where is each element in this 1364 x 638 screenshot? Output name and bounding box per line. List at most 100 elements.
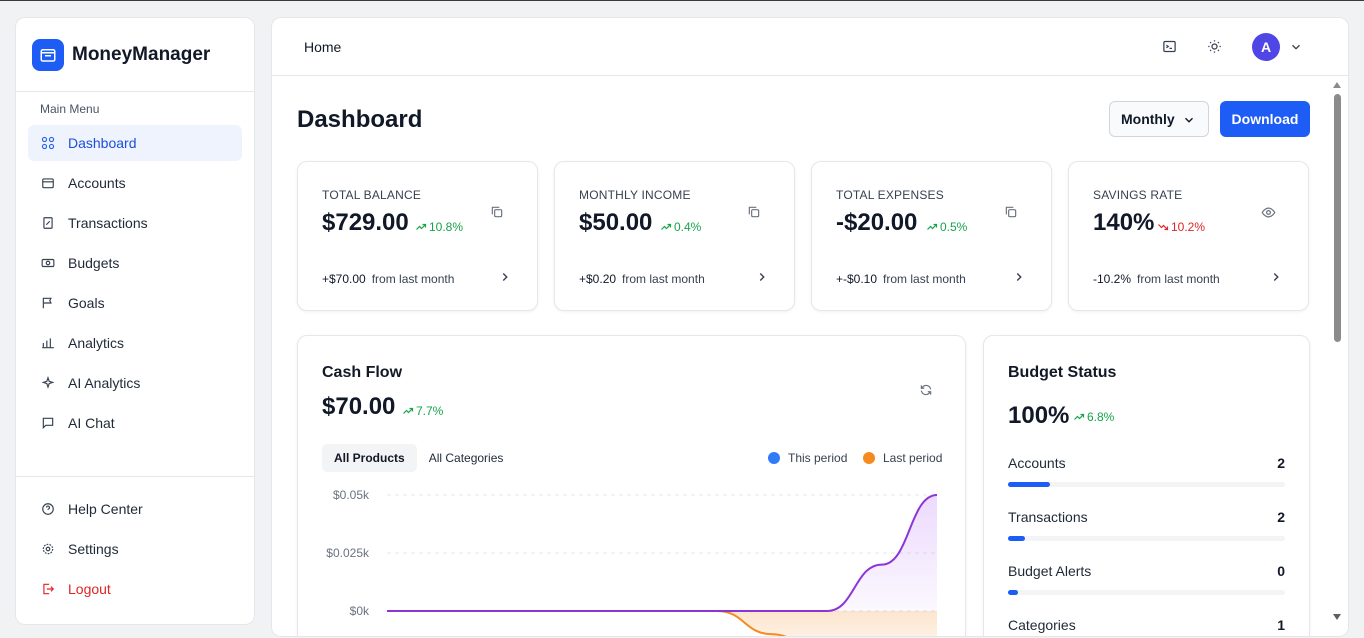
trending-up-icon bbox=[415, 221, 427, 233]
terminal-icon[interactable] bbox=[1162, 39, 1178, 55]
sidebar-item-accounts[interactable]: Accounts bbox=[28, 165, 242, 201]
cash-flow-card: Cash Flow $70.00 7.7% All Products All C… bbox=[297, 335, 966, 636]
eye-icon[interactable] bbox=[1261, 205, 1276, 219]
stat-foot: +$0.20 from last month bbox=[579, 272, 705, 286]
sidebar-item-label: Accounts bbox=[68, 175, 126, 191]
stat-change-value: 10.2% bbox=[1171, 220, 1206, 234]
budget-row-label: Transactions bbox=[1008, 509, 1088, 525]
sun-icon[interactable] bbox=[1207, 39, 1223, 55]
sidebar-item-budgets[interactable]: Budgets bbox=[28, 245, 242, 281]
stat-label: SAVINGS RATE bbox=[1093, 188, 1183, 202]
stat-value: -$20.00 bbox=[836, 209, 918, 236]
budget-row-count: 2 bbox=[1277, 455, 1285, 471]
budget-status-card: Budget Status 100% 6.8% Accounts 2 Trans… bbox=[983, 335, 1310, 636]
main-menu: Dashboard Accounts Transactions Budgets … bbox=[16, 125, 254, 441]
logout-icon bbox=[40, 581, 56, 597]
cash-flow-title: Cash Flow bbox=[322, 364, 403, 381]
period-select-value: Monthly bbox=[1121, 111, 1175, 127]
sidebar-item-goals[interactable]: Goals bbox=[28, 285, 242, 321]
stat-change: 0.4% bbox=[660, 220, 701, 234]
trending-up-icon bbox=[402, 405, 414, 417]
this-period-line[interactable] bbox=[387, 494, 938, 612]
stat-change-value: 10.8% bbox=[429, 220, 464, 234]
budget-change-value: 6.8% bbox=[1087, 410, 1115, 424]
tab-all-products[interactable]: All Products bbox=[322, 444, 417, 472]
chevron-right-icon[interactable] bbox=[1012, 270, 1026, 284]
sidebar-item-ai-chat[interactable]: AI Chat bbox=[28, 405, 242, 441]
budget-status-title: Budget Status bbox=[1008, 364, 1117, 381]
chevron-right-icon[interactable] bbox=[755, 270, 769, 284]
stat-foot-text: from last month bbox=[883, 272, 966, 286]
tab-all-categories[interactable]: All Categories bbox=[428, 451, 504, 465]
sidebar-item-label: AI Analytics bbox=[68, 375, 141, 391]
stat-foot: +$70.00 from last month bbox=[322, 272, 454, 286]
sidebar-item-label: Transactions bbox=[68, 215, 148, 231]
chevron-right-icon[interactable] bbox=[498, 270, 512, 284]
sidebar: MoneyManager Main Menu Dashboard Account… bbox=[15, 17, 255, 625]
copy-icon[interactable] bbox=[747, 205, 761, 219]
scrollbar-thumb[interactable] bbox=[1334, 94, 1341, 342]
trending-up-icon bbox=[660, 221, 672, 233]
avatar[interactable]: A bbox=[1252, 33, 1280, 61]
grid-icon bbox=[40, 135, 56, 151]
stat-change: 0.5% bbox=[926, 220, 967, 234]
legend-label: This period bbox=[788, 451, 848, 465]
scroll-down-arrow-icon[interactable] bbox=[1333, 614, 1341, 620]
period-select[interactable]: Monthly bbox=[1109, 101, 1209, 137]
legend-label: Last period bbox=[883, 451, 943, 465]
stat-card-savings-rate: SAVINGS RATE 140% 10.2% -10.2% from last … bbox=[1068, 161, 1309, 311]
stat-label: TOTAL EXPENSES bbox=[836, 188, 944, 202]
y-tick-label: $0.05k bbox=[333, 488, 370, 502]
sidebar-item-label: Goals bbox=[68, 295, 105, 311]
budget-row-categories: Categories 1 bbox=[1008, 617, 1285, 633]
last-period-area bbox=[387, 611, 937, 636]
progress-track bbox=[1008, 536, 1285, 541]
copy-icon[interactable] bbox=[1004, 205, 1018, 219]
sidebar-item-label: Dashboard bbox=[68, 135, 137, 151]
help-circle-icon bbox=[40, 501, 56, 517]
sidebar-item-dashboard[interactable]: Dashboard bbox=[28, 125, 242, 161]
banknote-icon bbox=[40, 255, 56, 271]
sidebar-item-label: Budgets bbox=[68, 255, 120, 271]
page-title: Dashboard bbox=[297, 106, 423, 133]
stat-value: $50.00 bbox=[579, 209, 653, 236]
chevron-right-icon[interactable] bbox=[1269, 270, 1283, 284]
sidebar-item-transactions[interactable]: Transactions bbox=[28, 205, 242, 241]
budget-row-label: Accounts bbox=[1008, 455, 1066, 471]
stat-change-value: 0.4% bbox=[674, 220, 702, 234]
brand-name: MoneyManager bbox=[72, 43, 211, 65]
stat-change: 10.8% bbox=[415, 220, 463, 234]
budget-row-count: 1 bbox=[1277, 617, 1285, 633]
sidebar-item-label: Analytics bbox=[68, 335, 125, 351]
stat-foot: +-$0.10 from last month bbox=[836, 272, 966, 286]
progress-fill bbox=[1008, 590, 1018, 595]
copy-icon[interactable] bbox=[490, 205, 504, 219]
sidebar-item-help-center[interactable]: Help Center bbox=[28, 491, 242, 527]
stat-card-total-expenses: TOTAL EXPENSES -$20.00 0.5% +-$0.10 from … bbox=[811, 161, 1052, 311]
main-panel: Home A Dashboard Monthly Download TOTAL … bbox=[271, 17, 1349, 637]
scrollbar[interactable] bbox=[1330, 78, 1344, 636]
sidebar-item-analytics[interactable]: Analytics bbox=[28, 325, 242, 361]
sidebar-item-ai-analytics[interactable]: AI Analytics bbox=[28, 365, 242, 401]
sidebar-item-settings[interactable]: Settings bbox=[28, 531, 242, 567]
stat-label: MONTHLY INCOME bbox=[579, 188, 691, 202]
stat-label: TOTAL BALANCE bbox=[322, 188, 422, 202]
brand[interactable]: MoneyManager bbox=[16, 18, 254, 92]
trending-down-icon bbox=[1157, 221, 1169, 233]
trending-up-icon bbox=[1073, 411, 1085, 423]
chevron-down-icon[interactable] bbox=[1289, 40, 1303, 54]
sidebar-item-logout[interactable]: Logout bbox=[28, 571, 242, 607]
refresh-icon[interactable] bbox=[919, 383, 933, 397]
cash-flow-change: 7.7% bbox=[402, 404, 443, 418]
breadcrumb[interactable]: Home bbox=[304, 39, 342, 55]
budget-row-count: 0 bbox=[1277, 563, 1285, 579]
stat-card-total-balance: TOTAL BALANCE $729.00 10.8% +$70.00 from … bbox=[297, 161, 538, 311]
download-button[interactable]: Download bbox=[1220, 101, 1310, 137]
stat-change: 10.2% bbox=[1157, 220, 1205, 234]
wallet-logo-icon bbox=[32, 38, 64, 71]
trending-up-icon bbox=[926, 221, 938, 233]
scroll-up-arrow-icon[interactable] bbox=[1333, 82, 1341, 88]
cash-flow-change-value: 7.7% bbox=[416, 404, 444, 418]
budget-percent: 100% bbox=[1008, 402, 1070, 429]
sparkles-icon bbox=[40, 375, 56, 391]
